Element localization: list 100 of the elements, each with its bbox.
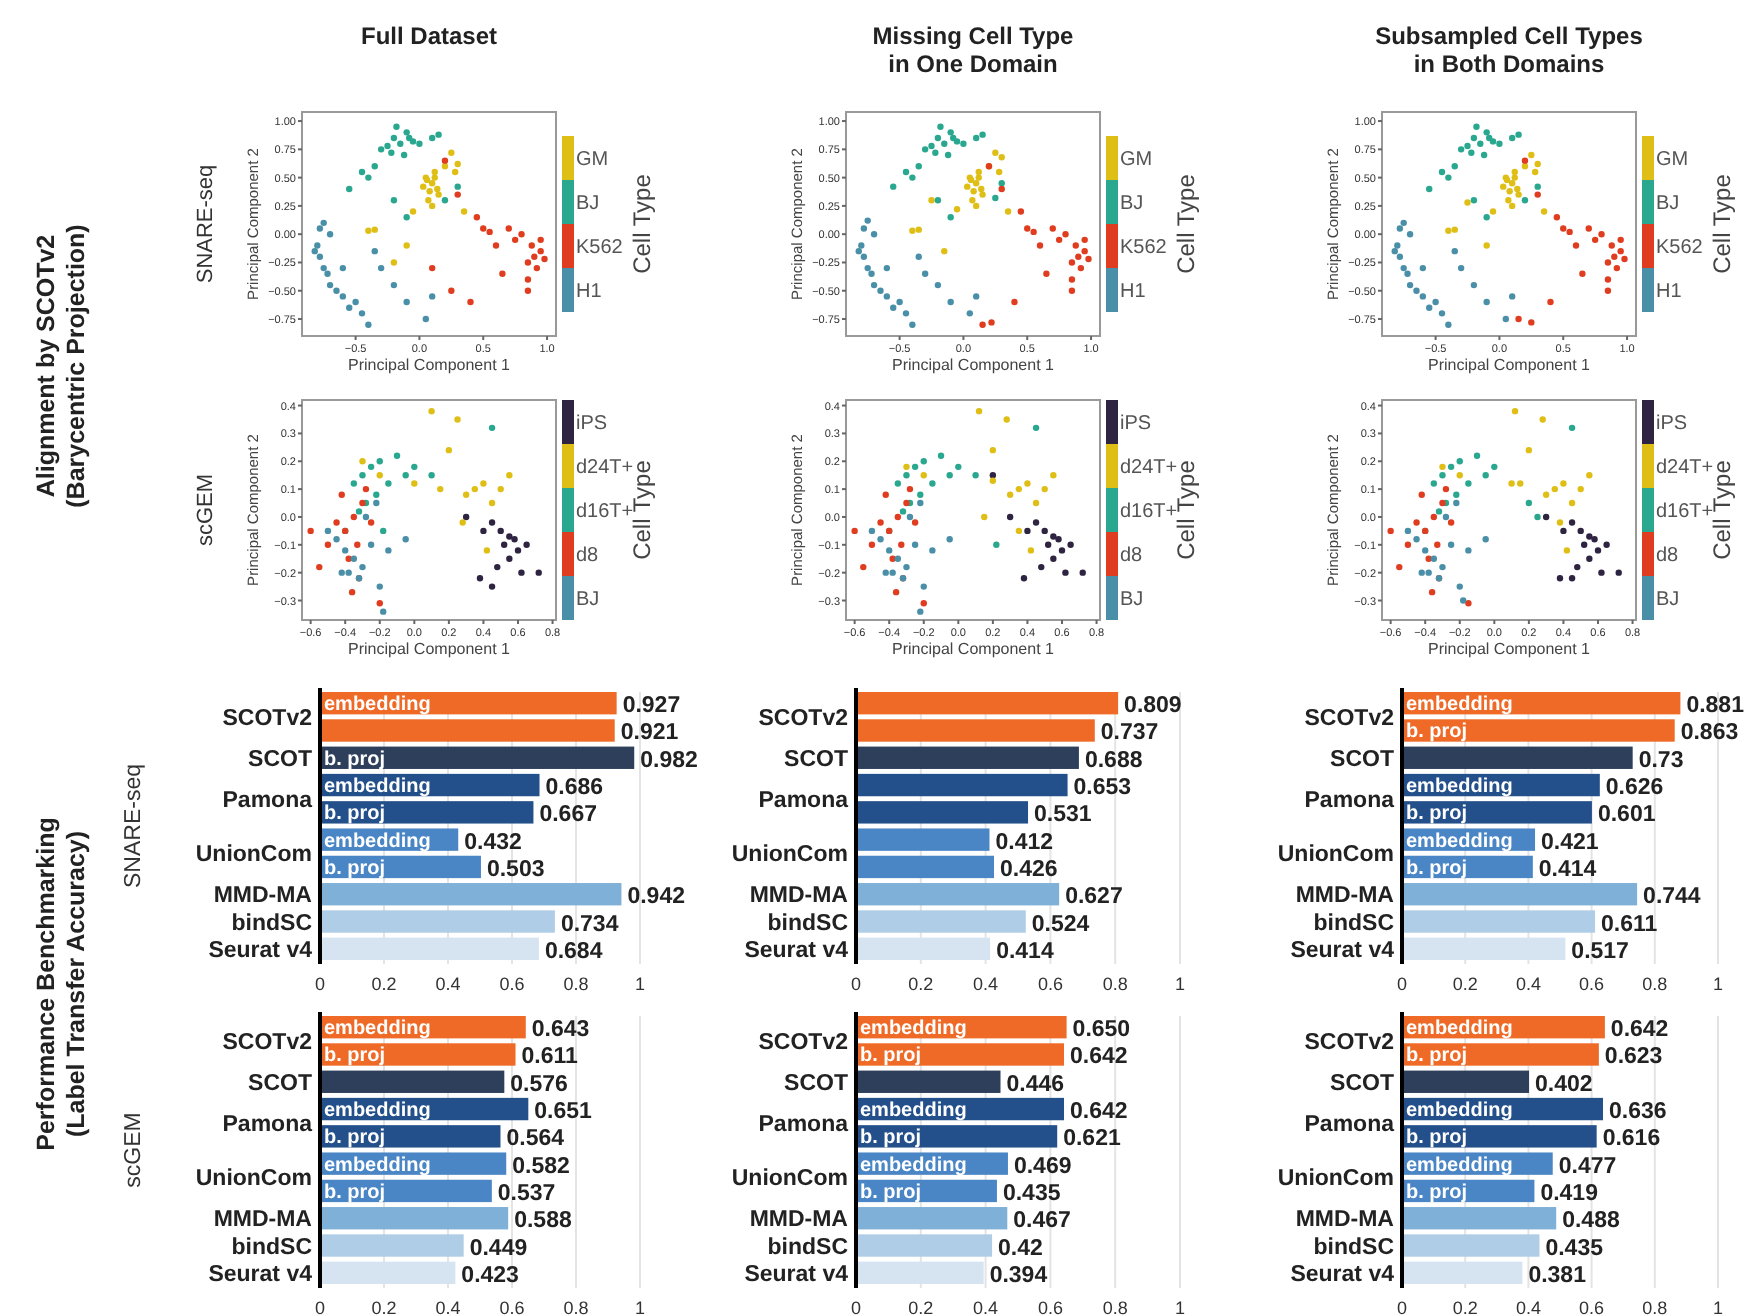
point [1004,208,1012,215]
point [920,583,927,590]
point [1617,236,1624,244]
point [1418,569,1425,576]
chart-title: Full Dataset [360,22,498,50]
point [886,547,893,554]
legend-label: H1 [1656,281,1683,303]
point [1521,157,1529,164]
data-label: 0.611 [521,1045,580,1070]
point [376,600,383,607]
annotation: b. proj [324,1127,386,1150]
point [480,225,487,232]
point [1511,168,1518,176]
x-tick-label: 0.8 [1102,974,1128,994]
point [514,547,522,554]
point [393,123,400,130]
point [890,304,897,311]
data-label: 0.744 [1643,885,1702,910]
x-tick-label: 0.4 [1515,1298,1541,1316]
point [371,226,378,233]
point [1473,452,1481,459]
point [988,319,995,326]
x-tick-label: 0.4 [973,974,999,994]
annotation: embedding [1406,776,1513,799]
annotation: embedding [860,1154,967,1177]
point [1387,527,1394,535]
point [494,563,501,571]
point [1613,264,1621,272]
point [917,499,924,507]
point [894,513,902,521]
data-label: 0.927 [622,694,681,719]
point [506,555,513,562]
data-label: 0.627 [1065,885,1123,910]
point [1024,480,1031,487]
point [882,491,889,498]
point [920,471,927,479]
annotation: b. proj [1406,1045,1468,1068]
point [416,140,423,147]
y-tick-label: bindSC [231,1235,312,1260]
point [909,174,916,181]
annotation: b. proj [324,857,386,880]
point [979,131,986,138]
y-tick-label: SCOT [248,1071,312,1096]
point [1542,491,1550,498]
y-tick-label: MMD-MA [1295,1208,1394,1233]
y-tick-label: Pamona [1304,788,1396,813]
point [524,287,532,294]
data-label: 0.419 [1540,1181,1598,1206]
point [928,142,935,150]
y-tick-label: Pamona [222,788,314,813]
point [1050,533,1057,540]
point [883,264,891,272]
x-tick-label: 0 [850,974,862,994]
point [1521,163,1529,170]
data-label: 0.531 [1034,803,1093,828]
point [929,547,936,554]
annotation: b. proj [1406,803,1468,826]
point [1473,123,1480,130]
point [1438,168,1446,176]
point [966,310,974,317]
data-label: 0.734 [560,912,620,937]
point [403,298,410,306]
point [903,471,910,479]
legend-label: d16T+ [576,501,634,523]
y-tick-label: SCOT [1330,1071,1394,1096]
point [377,264,385,272]
point [1413,287,1420,294]
point [1055,536,1062,543]
point [953,206,961,213]
y-tick-label: SCOT [784,1071,848,1096]
point [467,298,474,306]
annotation: b. proj [860,1127,922,1150]
x-tick-label: 0 [314,1298,326,1316]
x-tick-label: 0 [314,974,326,994]
point [941,247,948,255]
x-tick-label: 1 [634,1298,646,1316]
point [441,157,449,164]
point [981,513,988,521]
y-tick-label: MMD-MA [213,884,312,909]
point [1041,527,1048,535]
y-tick-label: MMD-MA [749,884,848,909]
point [358,168,366,176]
point [1483,242,1490,249]
point [890,183,897,190]
data-label: 0.616 [1602,1127,1661,1152]
point [1428,588,1436,596]
point [920,458,927,465]
legend-label: d16T+ [1120,501,1178,523]
point [422,315,430,323]
point [1542,513,1550,521]
point [1442,485,1450,493]
data-label: 0.426 [1000,857,1058,882]
point [972,180,980,187]
point [1464,142,1471,150]
x-tick-label: 0.8 [563,1298,589,1316]
legend-label: BJ [1120,589,1144,611]
y-axis-title: SNARE-seq [122,764,146,888]
point [1465,480,1472,487]
point [946,536,953,543]
annotation: b. proj [1406,857,1468,880]
